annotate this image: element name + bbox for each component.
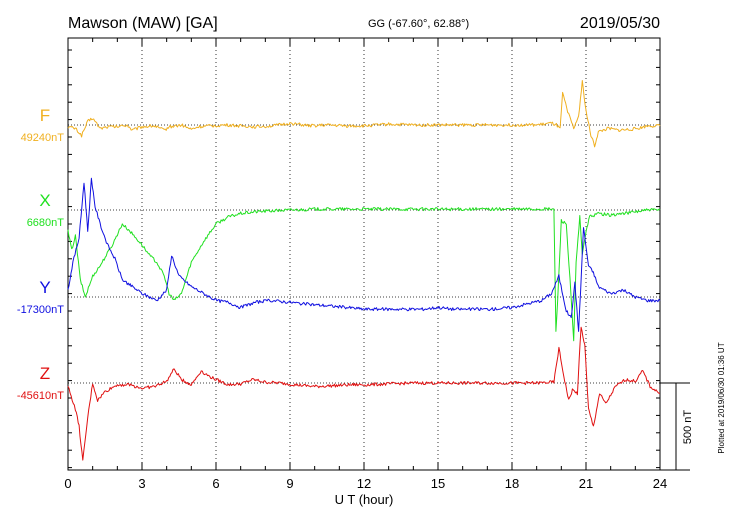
series-baseline-value-z: -45610nT (17, 390, 64, 402)
scale-bar-label: 500 nT (682, 410, 694, 445)
series-line-x (67, 207, 661, 342)
x-axis-label: U T (hour) (335, 492, 394, 507)
series-line-z (67, 326, 661, 461)
x-tick-label: 3 (138, 476, 145, 491)
x-tick-label: 21 (579, 476, 593, 491)
x-tick-label: 6 (212, 476, 219, 491)
plotted-timestamp: Plotted at 2019/06/30 01:36 UT (717, 342, 726, 453)
station-title: Mawson (MAW) [GA] (68, 15, 218, 32)
series-baseline-value-y: -17300nT (17, 304, 64, 316)
series-name-z: Z (40, 364, 50, 383)
series-baseline-value-f: 49240nT (21, 132, 65, 144)
scale-bar: 500 nT (660, 382, 694, 471)
series-labels: F 49240nT X 6680nT Y -17300nT Z -45610nT (17, 106, 64, 402)
series-line-y (67, 177, 661, 332)
x-tick-label: 9 (286, 476, 293, 491)
x-tick-label: 0 (64, 476, 71, 491)
axis-ticks (67, 38, 661, 470)
x-tick-label: 12 (357, 476, 371, 491)
x-tick-labels: 0 3 6 9 12 15 18 21 24 (64, 476, 667, 491)
coordinates-label: GG (-67.60°, 62.88°) (368, 18, 469, 30)
x-tick-label: 18 (505, 476, 519, 491)
series-name-x: X (39, 191, 50, 210)
series-name-y: Y (39, 278, 50, 297)
grid-lines (141, 38, 587, 470)
series-name-f: F (40, 106, 50, 125)
x-tick-label: 24 (653, 476, 667, 491)
x-tick-label: 15 (431, 476, 445, 491)
date-label: 2019/05/30 (580, 15, 660, 32)
series-baseline-value-x: 6680nT (27, 217, 65, 229)
series-lines (67, 80, 661, 461)
series-line-f (67, 80, 661, 148)
